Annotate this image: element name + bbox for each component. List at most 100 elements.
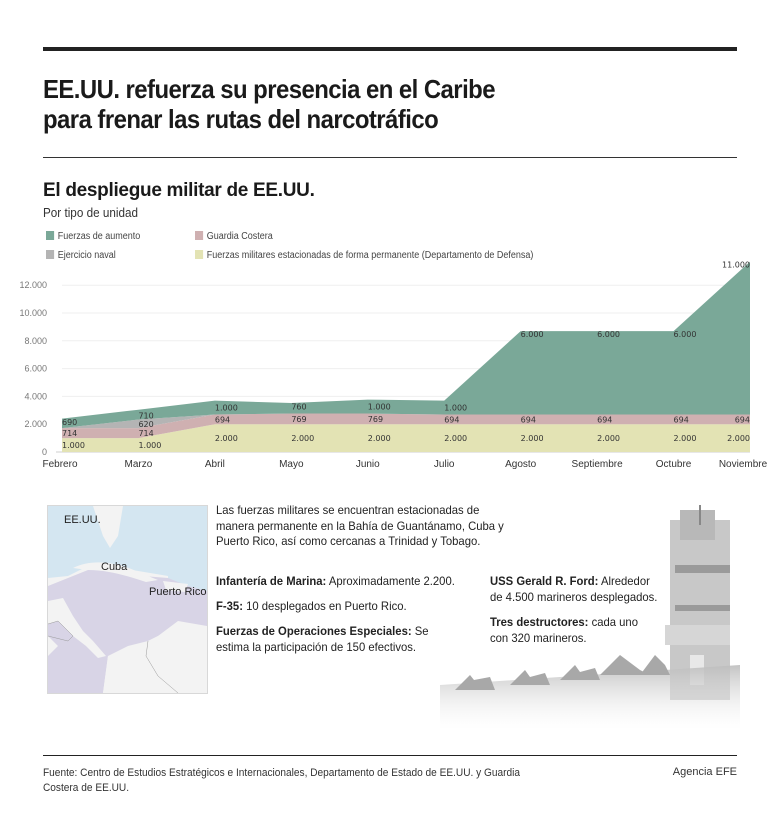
fact-operaciones-especiales: Fuerzas de Operaciones Especiales: Se es… xyxy=(216,623,451,655)
svg-text:8.000: 8.000 xyxy=(24,336,47,346)
map-label-usa: EE.UU. xyxy=(64,514,101,526)
aircraft-carrier-illustration xyxy=(440,505,740,730)
svg-text:2.000: 2.000 xyxy=(444,434,467,443)
fact-uss-gerald-ford: USS Gerald R. Ford: Alrededor de 4.500 m… xyxy=(490,573,664,605)
svg-text:769: 769 xyxy=(368,415,383,424)
svg-text:710: 710 xyxy=(138,412,153,421)
legend-item-guardia-costera: Guardia Costera xyxy=(195,231,273,242)
title-line-2: para frenar las rutas del narcotráfico xyxy=(43,104,439,134)
legend-swatch-gray xyxy=(46,250,55,259)
legend-label: Ejercicio naval xyxy=(57,250,116,261)
top-rule xyxy=(43,47,737,51)
fact-destructores: Tres destructores: cada uno con 320 mari… xyxy=(490,614,650,646)
svg-text:2.000: 2.000 xyxy=(368,434,391,443)
svg-text:Noviembre: Noviembre xyxy=(719,459,768,470)
intro-text: Las fuerzas militares se encuentran esta… xyxy=(216,503,504,548)
fact-label: USS Gerald R. Ford: xyxy=(490,574,599,588)
fact-text: Aproximadamente 2.200. xyxy=(326,574,455,588)
svg-text:1.000: 1.000 xyxy=(215,404,238,413)
svg-text:2.000: 2.000 xyxy=(24,419,47,429)
svg-text:694: 694 xyxy=(597,415,612,424)
fact-f35: F-35: 10 desplegados en Puerto Rico. xyxy=(216,598,470,614)
fact-text: Se estima la participación de 150 efecti… xyxy=(216,624,429,654)
legend-item-ejercicio-naval: Ejercicio naval xyxy=(46,250,116,261)
svg-text:6.000: 6.000 xyxy=(597,330,620,339)
fact-label: Tres destructores: xyxy=(490,615,589,629)
title-divider xyxy=(43,157,737,158)
fact-label: Fuerzas de Operaciones Especiales: xyxy=(216,624,412,638)
svg-text:2.000: 2.000 xyxy=(215,434,238,443)
svg-text:1.000: 1.000 xyxy=(368,403,391,412)
svg-text:694: 694 xyxy=(444,415,459,424)
agency-credit: Agencia EFE xyxy=(672,766,737,778)
svg-text:2.000: 2.000 xyxy=(521,434,544,443)
svg-text:694: 694 xyxy=(735,415,750,424)
map-label-cuba: Cuba xyxy=(101,561,128,573)
svg-text:6.000: 6.000 xyxy=(24,364,47,374)
chart-title: El despliegue militar de EE.UU. xyxy=(43,180,315,201)
svg-text:2.000: 2.000 xyxy=(291,434,314,443)
svg-text:694: 694 xyxy=(215,415,230,424)
legend-label: Fuerzas militares estacionadas de forma … xyxy=(206,250,534,261)
svg-text:6.000: 6.000 xyxy=(674,330,697,339)
svg-text:2.000: 2.000 xyxy=(597,434,620,443)
svg-text:2.000: 2.000 xyxy=(674,434,697,443)
area-fuerzas xyxy=(62,261,750,429)
svg-text:Febrero: Febrero xyxy=(42,459,77,470)
fact-label: F-35: xyxy=(216,599,243,613)
svg-text:1.000: 1.000 xyxy=(62,441,85,450)
svg-text:0: 0 xyxy=(42,447,47,457)
svg-text:1.000: 1.000 xyxy=(138,441,161,450)
stacked-area-chart: 1.000 1.000 2.000 2.000 2.000 2.000 2.000 2.000… xyxy=(19,260,767,470)
map-graphic xyxy=(48,506,207,693)
legend-label: Guardia Costera xyxy=(206,231,273,242)
area-guardia xyxy=(62,413,750,439)
svg-text:Octubre: Octubre xyxy=(656,459,692,470)
area-fuerzas xyxy=(62,424,750,452)
fact-text: 10 desplegados en Puerto Rico. xyxy=(242,599,407,613)
legend-item-fuerzas-permanentes: Fuerzas militares estacionadas de forma … xyxy=(195,250,533,261)
svg-text:Mayo: Mayo xyxy=(279,459,304,470)
svg-text:Junio: Junio xyxy=(356,459,380,470)
page-title: EE.UU. refuerza su presencia en el Carib… xyxy=(43,74,678,134)
svg-text:620: 620 xyxy=(138,420,153,429)
fact-text: cada uno con 320 marineros. xyxy=(490,615,638,645)
svg-text:4.000: 4.000 xyxy=(24,391,47,401)
svg-text:Septiembre: Septiembre xyxy=(572,459,624,470)
svg-text:714: 714 xyxy=(138,429,153,438)
svg-text:769: 769 xyxy=(291,415,306,424)
svg-text:Marzo: Marzo xyxy=(125,459,153,470)
svg-text:714: 714 xyxy=(62,429,77,438)
legend-item-fuerzas-aumento: Fuerzas de aumento xyxy=(46,231,140,242)
svg-text:2.000: 2.000 xyxy=(727,434,750,443)
source-note: Fuente: Centro de Estudios Estratégicos … xyxy=(43,767,521,794)
svg-text:Julio: Julio xyxy=(434,459,455,470)
svg-text:Agosto: Agosto xyxy=(505,459,537,470)
svg-text:10.000: 10.000 xyxy=(19,308,47,318)
svg-text:11.000: 11.000 xyxy=(722,260,750,269)
svg-text:Abril: Abril xyxy=(205,459,225,470)
svg-text:1.000: 1.000 xyxy=(444,404,467,413)
svg-text:694: 694 xyxy=(521,415,536,424)
fact-text: Alrededor de 4.500 marineros desplegados… xyxy=(490,574,658,604)
y-axis: 0 2.000 4.000 6.000 8.000 10.000 12.000 xyxy=(19,280,47,457)
svg-text:760: 760 xyxy=(291,403,306,412)
legend-label: Fuerzas de aumento xyxy=(57,231,141,242)
svg-text:694: 694 xyxy=(674,415,689,424)
svg-text:6.000: 6.000 xyxy=(521,330,544,339)
title-line-1: EE.UU. refuerza su presencia en el Carib… xyxy=(43,74,496,104)
chart-subtitle: Por tipo de unidad xyxy=(43,205,138,220)
legend-swatch-yellow xyxy=(195,250,204,259)
svg-text:690: 690 xyxy=(62,418,77,427)
footer-rule xyxy=(43,755,737,756)
svg-text:12.000: 12.000 xyxy=(19,280,47,290)
legend-swatch-green xyxy=(46,231,55,240)
x-axis: Febrero Marzo Abril Mayo Junio Julio Agosto Sep… xyxy=(42,459,767,470)
caribbean-map: EE.UU. Cuba Puerto Rico xyxy=(47,505,208,694)
fact-infanteria: Infantería de Marina: Aproximadamente 2.… xyxy=(216,573,470,589)
legend-swatch-pink xyxy=(195,231,204,240)
chart-areas xyxy=(62,261,750,452)
area-ejercicio xyxy=(62,413,750,429)
fact-label: Infantería de Marina: xyxy=(216,574,327,588)
data-labels: 1.000 1.000 2.000 2.000 2.000 2.000 2.000 2.000… xyxy=(62,260,750,450)
